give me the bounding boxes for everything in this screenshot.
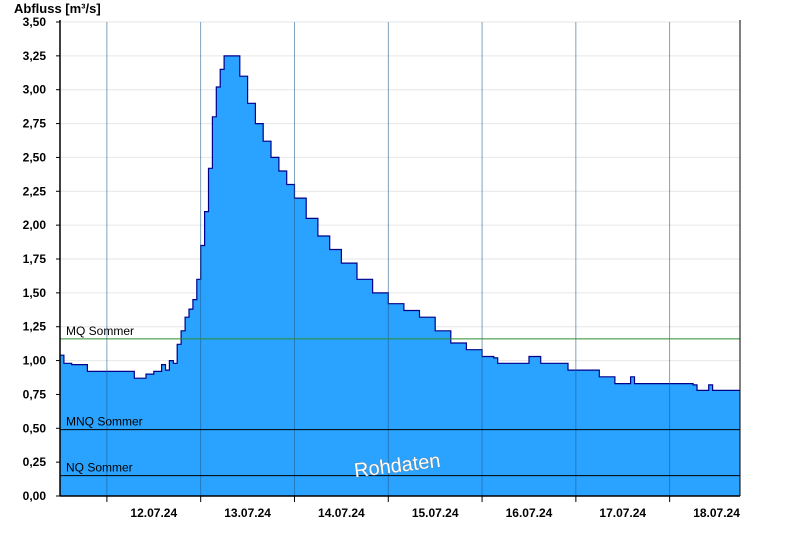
y-tick-label: 3,50 bbox=[23, 15, 47, 29]
y-tick-label: 1,75 bbox=[23, 252, 47, 266]
reference-line-label: MQ Sommer bbox=[66, 324, 134, 338]
y-tick-label: 1,50 bbox=[23, 286, 47, 300]
x-tick-labels: 12.07.24 13.07.24 14.07.24 15.07.24 16.07.24… bbox=[130, 506, 740, 520]
y-tick-label: 0,25 bbox=[23, 455, 47, 469]
x-tick-label: 16.07.24 bbox=[506, 506, 553, 520]
discharge-area bbox=[60, 55, 740, 497]
discharge-area-layer bbox=[60, 22, 740, 497]
y-tick-label: 3,25 bbox=[23, 49, 47, 63]
x-tick-label: 13.07.24 bbox=[224, 506, 271, 520]
axes bbox=[56, 20, 741, 502]
x-tick-label: 14.07.24 bbox=[318, 506, 365, 520]
y-tick-label: 1,25 bbox=[23, 320, 47, 334]
y-tick-label: 0,75 bbox=[23, 387, 47, 401]
reference-lines: MQ Sommer MNQ Sommer NQ Sommer bbox=[60, 324, 740, 477]
x-tick-label: 17.07.24 bbox=[599, 506, 646, 520]
y-tick-label: 2,50 bbox=[23, 150, 47, 164]
y-tick-labels: 0,00 0,25 0,50 0,75 1,00 1,25 1,50 1,75 2,00 2,25… bbox=[23, 15, 47, 503]
y-tick-label: 2,75 bbox=[23, 117, 47, 131]
y-axis-title: Abfluss [m³/s] bbox=[14, 1, 101, 16]
x-tick-label: 18.07.24 bbox=[693, 506, 740, 520]
y-tick-label: 1,00 bbox=[23, 354, 47, 368]
reference-line-label: NQ Sommer bbox=[66, 461, 133, 475]
y-tick-label: 2,00 bbox=[23, 218, 47, 232]
y-tick-label: 0,50 bbox=[23, 421, 47, 435]
discharge-line bbox=[60, 55, 740, 391]
y-tick-label: 3,00 bbox=[23, 83, 47, 97]
y-tick-label: 2,25 bbox=[23, 184, 47, 198]
x-tick-label: 15.07.24 bbox=[412, 506, 459, 520]
reference-line-label: MNQ Sommer bbox=[66, 415, 143, 429]
x-tick-label: 12.07.24 bbox=[130, 506, 177, 520]
y-tick-label: 0,00 bbox=[23, 489, 47, 503]
